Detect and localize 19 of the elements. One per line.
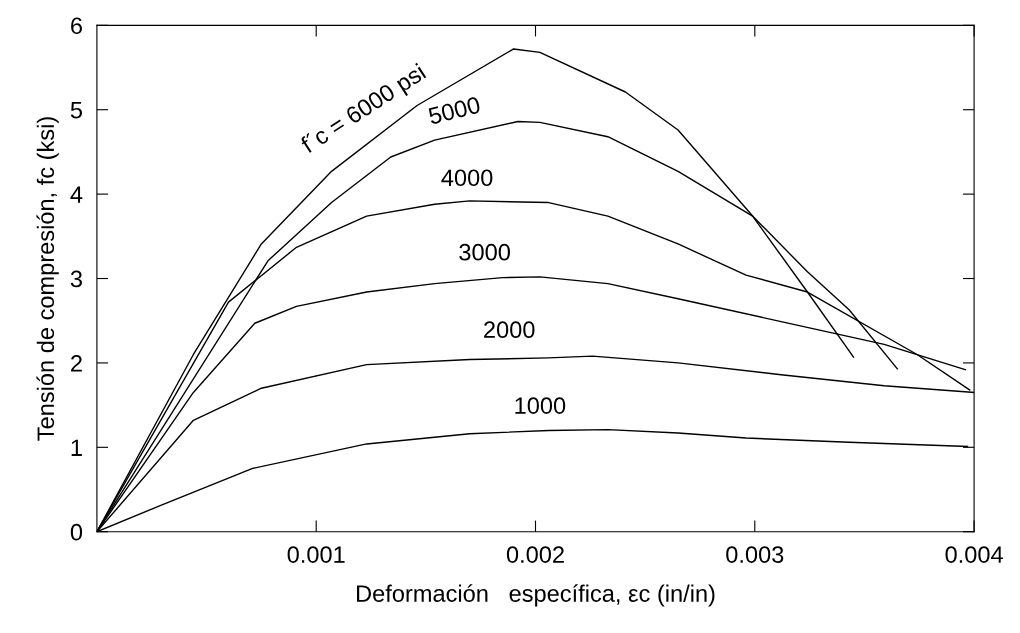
series-label: 2000	[484, 321, 535, 339]
series-label: 4000	[441, 169, 493, 187]
text: 5000	[427, 96, 481, 125]
x-axis-title: Deformación específica, εc (in/in)	[357, 584, 715, 607]
y-tick-label: 5	[70, 102, 83, 119]
x-tick-label: 0.001	[287, 546, 345, 563]
y-tick-label: 6	[71, 17, 82, 35]
x-tick-label: 0.003	[726, 546, 784, 563]
x-tick-label: 0.002	[506, 546, 564, 563]
y-tick-label: 2	[71, 354, 82, 372]
x-tick-label: 0.004	[945, 546, 1003, 563]
y-tick-label: 3	[70, 270, 82, 288]
series-label: 3000	[459, 243, 510, 261]
y-tick-label: 1	[71, 439, 82, 456]
legend-label: f´c = 6000 psi	[298, 62, 429, 158]
series-label: 1000	[515, 397, 566, 414]
y-tick-label: 4	[70, 186, 83, 203]
y-axis-title: Tensión de compresión, fc (ksi)	[36, 117, 59, 441]
y-tick-label: 0	[70, 523, 83, 541]
